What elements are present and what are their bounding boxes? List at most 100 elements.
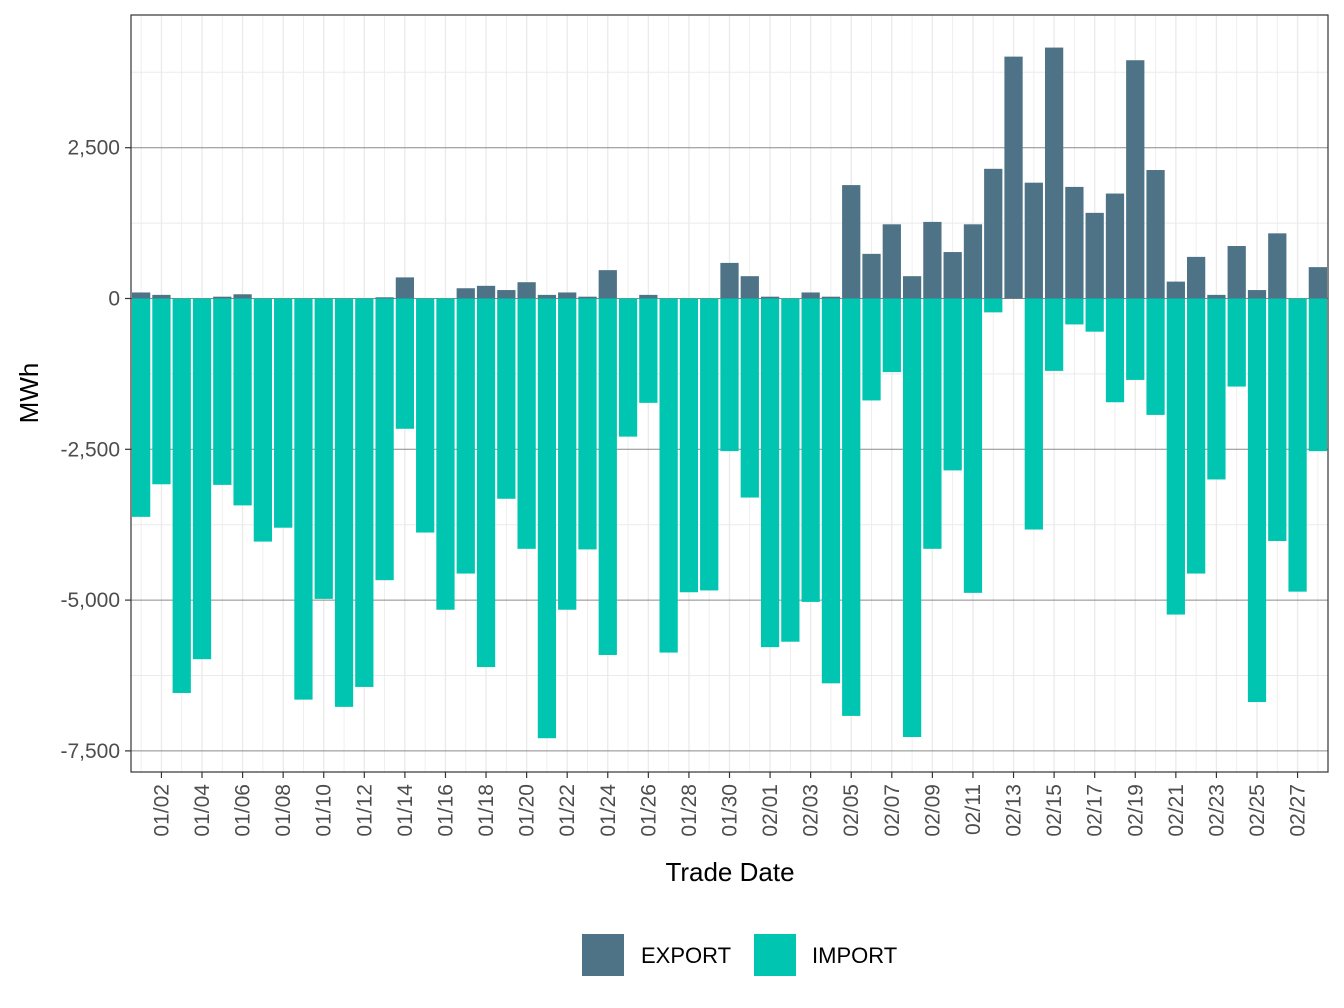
- legend-label-import: IMPORT: [812, 943, 897, 968]
- bar-import-01-13: [375, 298, 394, 581]
- bar-import-02-22: [1186, 298, 1206, 574]
- bar-import-01-17: [456, 298, 475, 574]
- bar-import-02-15: [1044, 298, 1064, 371]
- bar-export-02-14: [1024, 182, 1043, 299]
- legend-swatch-import: [754, 934, 796, 976]
- bar-export-02-09: [923, 221, 942, 299]
- bar-export-01-23: [578, 296, 597, 299]
- bar-import-01-12: [355, 298, 374, 687]
- x-tick-label: 01/28: [678, 784, 701, 837]
- bar-export-02-05: [842, 185, 861, 299]
- bar-import-02-27: [1288, 298, 1307, 592]
- bar-import-02-11: [963, 298, 983, 593]
- bar-export-02-16: [1065, 186, 1084, 299]
- bar-export-02-20: [1146, 170, 1165, 299]
- bar-export-02-28: [1308, 267, 1327, 299]
- bar-import-02-21: [1166, 298, 1185, 615]
- bar-import-01-26: [639, 298, 658, 403]
- bar-export-02-19: [1126, 60, 1145, 299]
- x-tick-label: 01/16: [434, 784, 457, 837]
- bar-import-01-19: [497, 298, 516, 499]
- bar-import-01-22: [558, 298, 577, 610]
- bar-import-01-23: [578, 298, 597, 550]
- bar-import-02-20: [1146, 298, 1165, 415]
- x-tick-label: 01/12: [353, 784, 376, 837]
- bar-import-01-10: [314, 298, 333, 599]
- x-tick-label: 02/25: [1246, 784, 1269, 837]
- bar-export-02-13: [1004, 56, 1023, 299]
- bar-import-02-03: [801, 298, 820, 602]
- bar-export-01-02: [152, 294, 171, 299]
- bar-import-01-20: [517, 298, 536, 549]
- bar-export-01-20: [517, 282, 536, 299]
- bar-export-02-08: [902, 276, 922, 299]
- bar-import-02-12: [984, 298, 1003, 313]
- bar-export-01-14: [395, 277, 415, 299]
- bar-import-01-01: [132, 298, 151, 517]
- x-tick-label: 02/01: [759, 784, 782, 837]
- bar-import-01-25: [618, 298, 638, 437]
- bar-import-02-01: [760, 298, 780, 648]
- bar-import-02-28: [1308, 298, 1327, 452]
- bar-import-01-24: [598, 298, 617, 655]
- bar-export-02-06: [862, 253, 881, 299]
- x-tick-label: 02/07: [881, 784, 904, 837]
- y-tick-label: -5,000: [60, 589, 120, 612]
- bar-import-01-31: [740, 298, 759, 498]
- bar-import-02-17: [1085, 298, 1104, 332]
- x-tick-label: 01/20: [516, 784, 539, 837]
- x-tick-label: 01/06: [232, 784, 255, 837]
- bar-export-02-26: [1268, 233, 1287, 299]
- bar-import-02-25: [1247, 298, 1267, 703]
- bar-import-02-26: [1268, 298, 1287, 541]
- bar-export-02-11: [963, 224, 983, 299]
- bar-export-01-01: [132, 292, 151, 299]
- bar-import-01-30: [720, 298, 739, 452]
- bar-export-02-07: [882, 224, 901, 299]
- x-tick-label: 01/24: [597, 784, 620, 837]
- x-tick-label: 01/04: [191, 784, 214, 837]
- bar-export-01-22: [558, 292, 577, 299]
- legend-label-export: EXPORT: [641, 943, 731, 968]
- x-axis-title: Trade Date: [665, 857, 794, 887]
- bar-import-02-04: [821, 298, 841, 684]
- bars: [132, 47, 1327, 739]
- bar-import-02-02: [781, 298, 800, 642]
- bar-import-01-14: [395, 298, 415, 429]
- legend-swatch-export: [582, 934, 624, 976]
- x-tick-label: 02/05: [840, 784, 863, 837]
- bar-import-01-04: [192, 298, 212, 660]
- x-tick-label: 02/27: [1287, 784, 1310, 837]
- bar-import-02-05: [842, 298, 861, 716]
- x-tick-label: 01/26: [637, 784, 660, 837]
- bar-export-02-24: [1227, 246, 1246, 299]
- bar-export-01-24: [598, 270, 617, 299]
- bar-import-02-18: [1105, 298, 1125, 403]
- bar-import-01-02: [152, 298, 171, 485]
- y-tick-label: 2,500: [67, 137, 120, 160]
- bar-import-01-16: [436, 298, 455, 610]
- x-tick-label: 02/13: [1003, 784, 1026, 837]
- x-tick-label: 02/09: [921, 784, 944, 837]
- x-tick-label: 01/08: [272, 784, 295, 837]
- bar-import-01-11: [334, 298, 354, 707]
- x-tick-label: 02/15: [1043, 784, 1066, 837]
- bar-import-01-29: [700, 298, 719, 591]
- bar-import-01-15: [416, 298, 435, 533]
- bar-export-02-01: [760, 296, 780, 299]
- x-axis: 01/02 01/04 01/06 01/08 01/10 01/12 01/14 01/16…: [150, 772, 1310, 837]
- bar-export-01-18: [476, 285, 496, 299]
- bar-export-02-15: [1044, 47, 1064, 299]
- bar-export-01-26: [639, 294, 658, 299]
- bar-import-02-14: [1024, 298, 1043, 530]
- bar-export-01-19: [497, 290, 516, 299]
- y-axis: -7,500 -5,000 -2,500 0 2,500: [60, 137, 131, 763]
- bar-import-01-03: [172, 298, 191, 693]
- bar-export-01-06: [233, 294, 252, 299]
- x-tick-label: 01/02: [150, 784, 173, 837]
- bar-export-01-30: [720, 262, 739, 299]
- x-tick-label: 01/14: [394, 784, 417, 837]
- bar-import-01-21: [537, 298, 557, 739]
- bar-import-01-05: [213, 298, 232, 485]
